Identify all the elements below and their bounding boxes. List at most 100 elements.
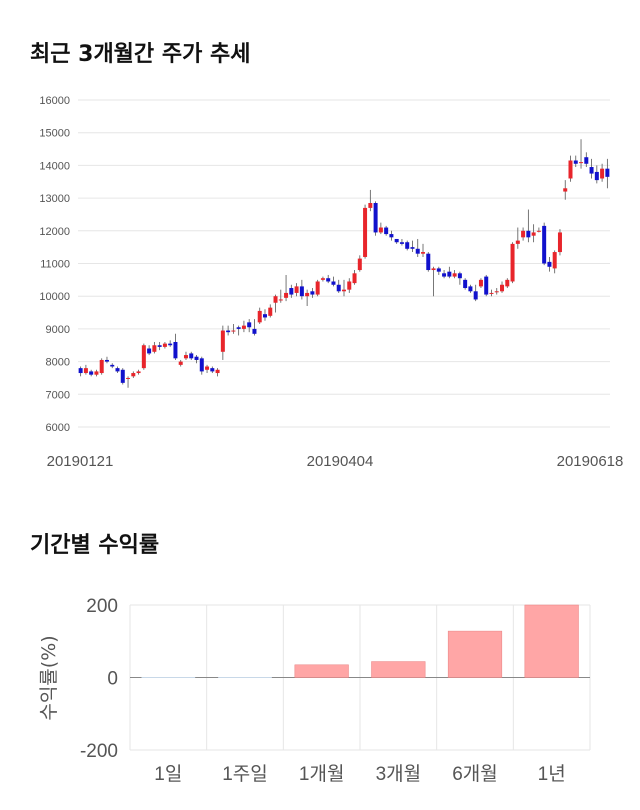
candle-y-tick-label: 6000 xyxy=(46,422,70,434)
bar-grid xyxy=(129,604,591,751)
candle xyxy=(484,274,489,297)
candle xyxy=(552,250,557,274)
returns-bar-chart: 200 0 -200 1일 1주일 1개월 3개월 6개월 1년 수익률(%) xyxy=(38,596,591,785)
candle-body-up xyxy=(294,286,299,293)
candle-body-down xyxy=(399,242,404,244)
candle xyxy=(373,201,378,236)
candle xyxy=(436,266,441,275)
candle xyxy=(194,355,199,364)
candle-body-up xyxy=(94,371,99,375)
candle-y-tick-label: 14000 xyxy=(39,160,70,172)
candlestick-chart: 6000 7000 8000 9000 10000 11000 12000 13000 1400… xyxy=(39,95,624,470)
candle xyxy=(463,278,468,290)
candle-body-down xyxy=(405,242,410,249)
candle xyxy=(78,366,83,377)
candle xyxy=(104,356,109,364)
candle xyxy=(99,358,104,375)
candle-body-up xyxy=(600,168,605,179)
candle-body-down xyxy=(326,278,331,282)
candle-series xyxy=(78,139,610,388)
candle-body-up xyxy=(363,207,368,257)
candle xyxy=(510,242,515,284)
candle-body-up xyxy=(378,227,383,233)
candle xyxy=(347,278,352,293)
candle-body-down xyxy=(236,327,241,329)
candle-body-down xyxy=(168,343,173,346)
candle-body-down xyxy=(389,234,394,238)
candle-body-up xyxy=(521,230,526,238)
candle-body-up xyxy=(579,162,584,164)
candle xyxy=(326,274,331,284)
candle-body-up xyxy=(515,240,520,244)
candle xyxy=(594,165,599,184)
candle xyxy=(547,256,552,272)
candle xyxy=(289,284,294,298)
candle-body-down xyxy=(210,368,215,372)
candle xyxy=(421,243,426,257)
bar xyxy=(141,677,196,678)
candle-body-up xyxy=(368,203,373,208)
candle xyxy=(299,279,304,300)
candle-body-up xyxy=(568,160,573,179)
candle-body-up xyxy=(183,355,188,359)
candle xyxy=(542,222,547,266)
candle-body-down xyxy=(120,369,125,383)
candle xyxy=(215,368,220,377)
candle-body-up xyxy=(141,345,146,369)
bar-x-tick-label: 6개월 xyxy=(452,763,498,785)
candle-body-up xyxy=(505,279,510,287)
candle xyxy=(426,252,431,272)
candle xyxy=(384,225,389,236)
candle xyxy=(341,279,347,297)
candle xyxy=(526,209,531,243)
candle xyxy=(236,325,241,336)
candle xyxy=(183,351,188,360)
candle xyxy=(168,340,173,347)
candle-body-up xyxy=(341,289,347,292)
candle-x-tick-label: 20190404 xyxy=(307,453,374,470)
candle xyxy=(584,152,589,168)
candle xyxy=(452,270,457,279)
candle-body-down xyxy=(589,167,594,174)
candle-body-down xyxy=(436,268,441,272)
bar-x-axis: 1일 1주일 1개월 3개월 6개월 1년 xyxy=(154,763,565,785)
candle-body-up xyxy=(347,281,352,290)
candle-body-up xyxy=(278,299,283,301)
candle-body-down xyxy=(426,253,431,271)
candle-body-down xyxy=(584,157,589,164)
candle-body-up xyxy=(268,307,273,316)
candle xyxy=(573,155,578,168)
candle-x-tick-label: 20190618 xyxy=(557,453,624,470)
candle-body-down xyxy=(226,330,231,333)
candle xyxy=(178,359,183,367)
candle xyxy=(352,270,357,285)
candle xyxy=(247,319,252,333)
candle-body-down xyxy=(526,230,531,238)
candle-body-up xyxy=(257,310,262,323)
bar-x-tick-label: 1개월 xyxy=(299,763,345,785)
candle xyxy=(126,376,131,388)
candle-y-tick-label: 8000 xyxy=(46,357,70,369)
candle-body-down xyxy=(310,291,315,295)
bar-y-tick-label: -200 xyxy=(80,741,118,762)
candle-body-down xyxy=(252,328,257,334)
candle xyxy=(315,279,320,297)
candle xyxy=(173,333,178,360)
candle-body-up xyxy=(494,291,499,293)
bar-y-axis: 200 0 -200 xyxy=(80,596,118,762)
candle xyxy=(131,371,136,378)
bar-series xyxy=(141,604,579,678)
candle-body-up xyxy=(162,343,167,347)
candle xyxy=(252,319,257,336)
candle-body-up xyxy=(421,252,426,254)
candle xyxy=(521,227,526,241)
candle-body-down xyxy=(115,368,120,372)
candle xyxy=(226,325,231,336)
candle xyxy=(257,307,262,324)
candle-body-up xyxy=(431,268,436,271)
candle xyxy=(94,369,99,377)
candle-y-tick-label: 15000 xyxy=(39,128,70,140)
candle xyxy=(505,278,510,289)
candle xyxy=(405,240,410,251)
candle-body-up xyxy=(478,279,483,287)
